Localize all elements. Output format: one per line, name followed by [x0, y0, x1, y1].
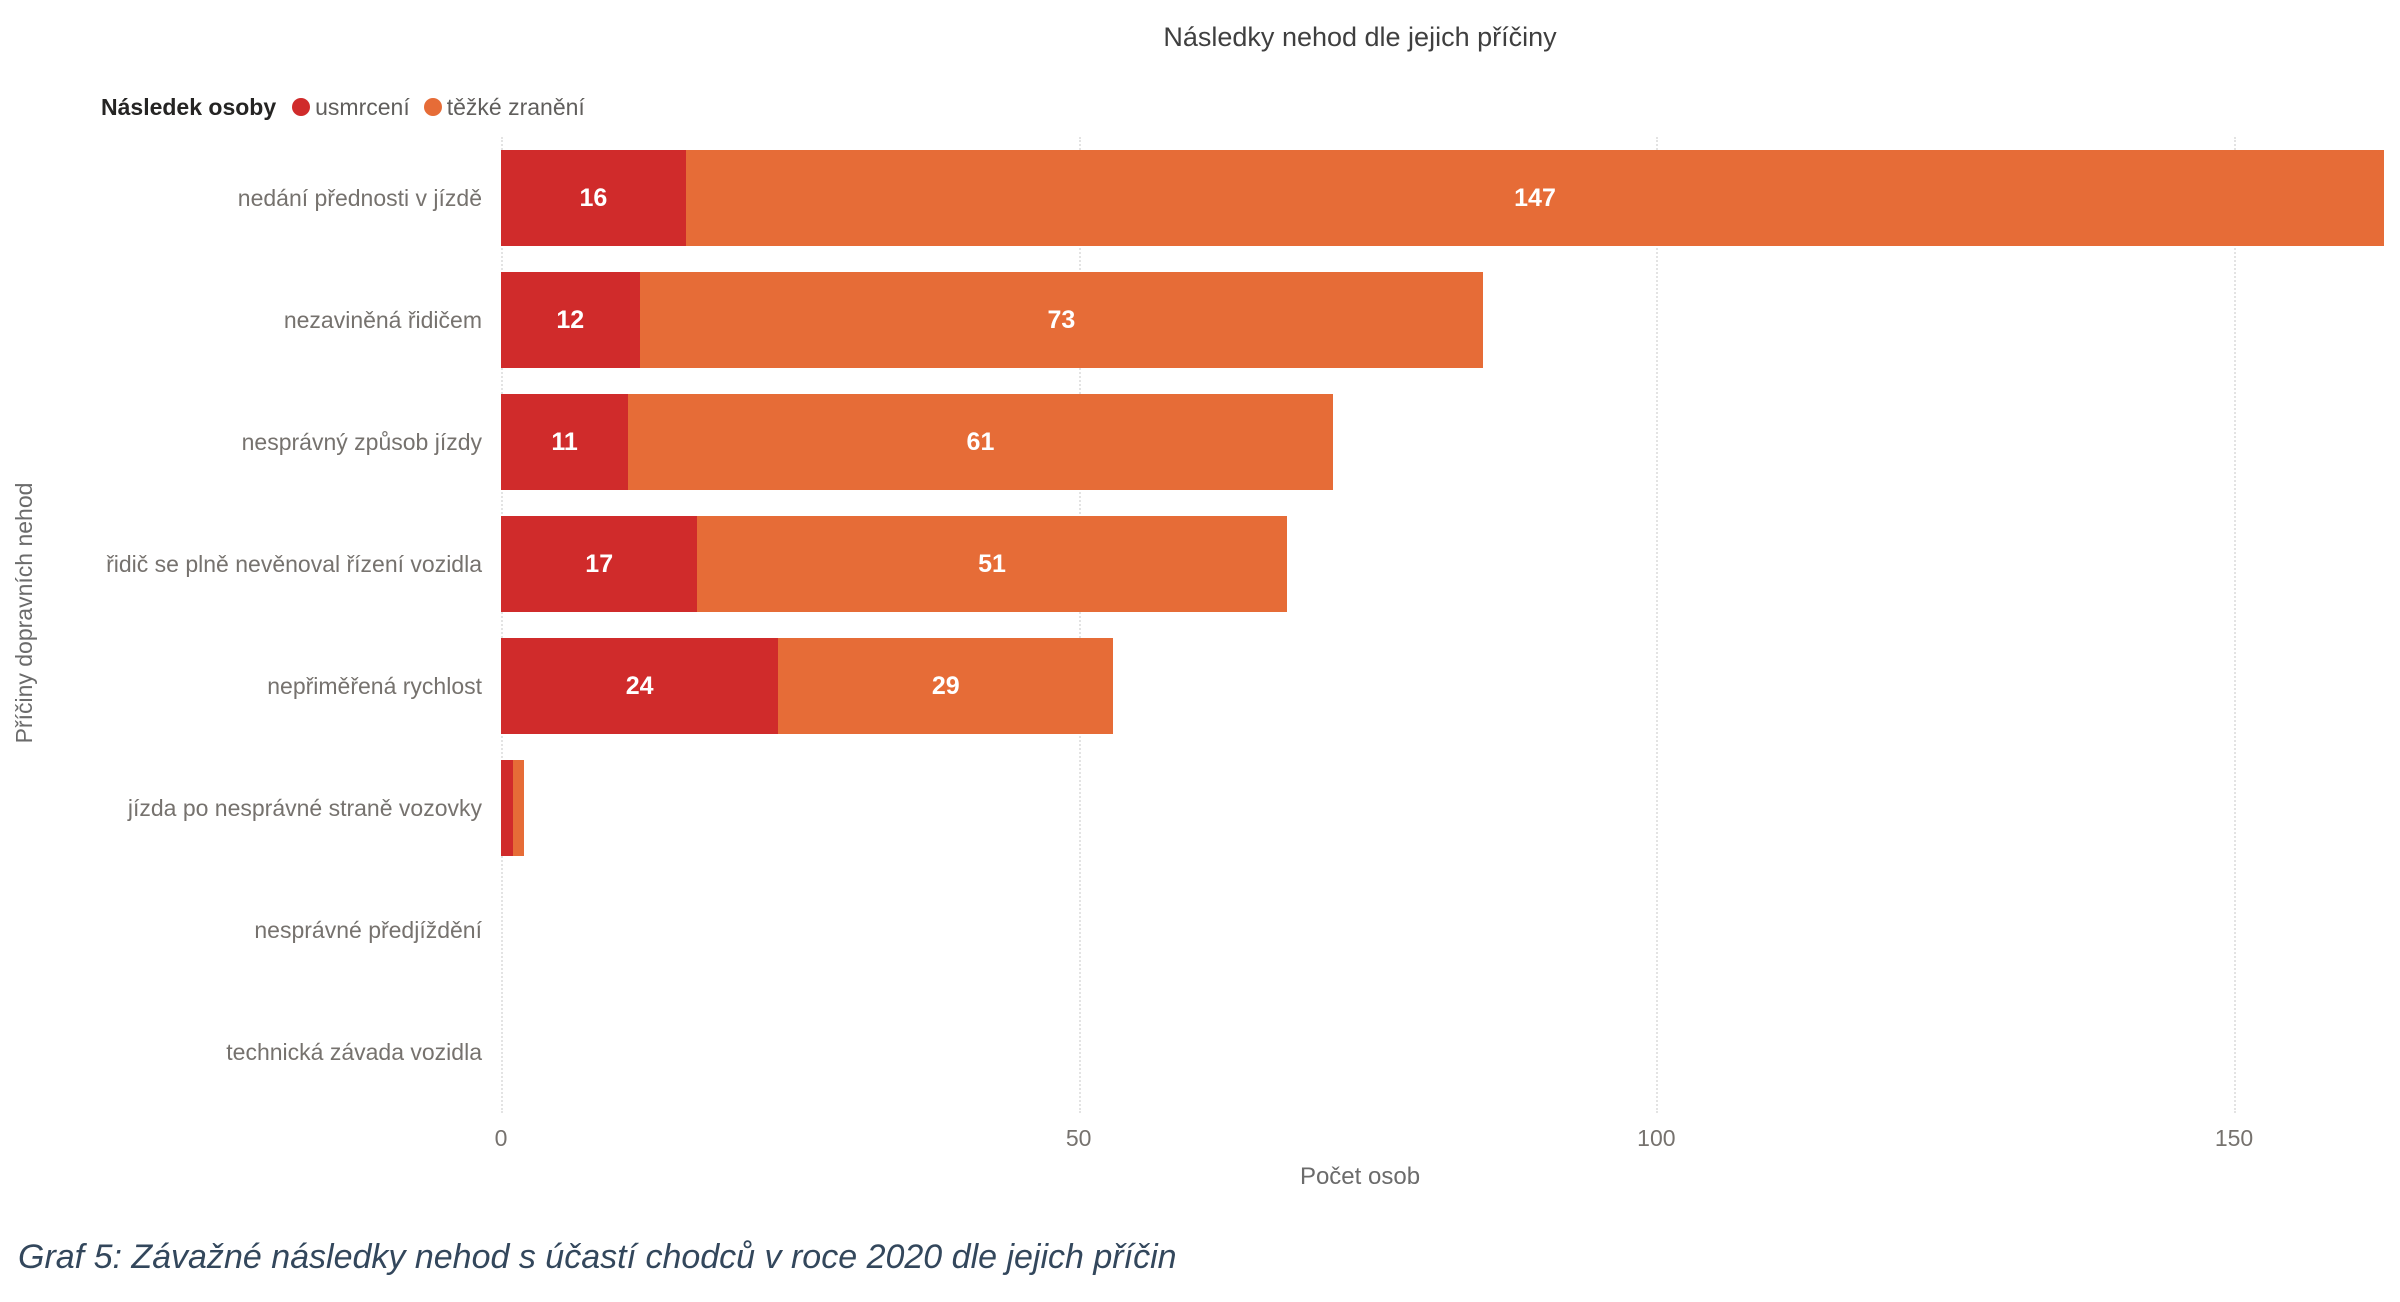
category-label: nesprávný způsob jízdy: [241, 428, 482, 455]
bar-segment-těžké-zranění[interactable]: 29: [778, 638, 1114, 734]
bar-value-label: 17: [585, 549, 614, 578]
chart-title: Následky nehod dle jejich příčiny: [1163, 22, 1557, 52]
legend: Následek osoby usmrcení těžké zranění: [101, 90, 599, 124]
bar-value-label: 24: [625, 671, 654, 700]
gridline: [1656, 137, 1659, 1113]
legend-item-tezke-zraneni[interactable]: těžké zranění: [423, 93, 585, 121]
x-tick-label: 150: [2214, 1125, 2254, 1151]
gridline: [2234, 137, 2237, 1113]
plot-area: 16 147 12 73 11 61 17 51 24 29: [501, 137, 2390, 1113]
category-label: nezaviněná řidičem: [283, 306, 482, 333]
legend-item-usmrceni[interactable]: usmrcení: [292, 94, 410, 121]
x-tick-label: 0: [494, 1125, 508, 1151]
bar-segment-usmrcení[interactable]: 11: [501, 394, 629, 490]
category-label: nepřiměřená rychlost: [267, 672, 482, 699]
bar-segment-těžké-zranění[interactable]: 51: [697, 516, 1287, 612]
x-tick-label: 50: [1065, 1125, 1092, 1151]
bar-segment-těžké-zranění[interactable]: 73: [639, 272, 1484, 368]
bar-value-label: 29: [931, 671, 960, 700]
bar-value-label: 73: [1047, 305, 1076, 334]
category-label: technická závada vozidla: [226, 1038, 482, 1065]
legend-title: Následek osoby: [101, 93, 277, 120]
gridline: [1078, 137, 1081, 1113]
bar-value-label: 147: [1514, 183, 1556, 212]
category-label: řidič se plně nevěnoval řízení vozidla: [106, 550, 482, 577]
bar-segment-těžké-zranění[interactable]: 61: [628, 394, 1333, 490]
category-label: nesprávné předjíždění: [254, 916, 482, 943]
bar-row: 24 29: [501, 638, 1114, 734]
bar-row: 16 147: [501, 150, 2385, 246]
x-axis-title: Počet osob: [1299, 1163, 1421, 1190]
series-color-dot-icon: [423, 98, 442, 116]
y-axis-category-labels: nedání přednosti v jízdě nezaviněná řidič…: [0, 137, 482, 1113]
bar-value-label: 12: [556, 305, 585, 334]
gridline: [501, 137, 503, 1113]
bar-segment-usmrcení[interactable]: 12: [501, 272, 640, 368]
bar-segment-usmrcení[interactable]: 16: [501, 150, 686, 246]
bar-value-label: 16: [579, 183, 608, 212]
bar-segment-usmrcení[interactable]: 24: [501, 638, 779, 734]
bar-row: 12 73: [501, 272, 1484, 368]
x-tick-label: 100: [1637, 1125, 1676, 1151]
bar-value-label: 51: [978, 549, 1006, 578]
series-color-dot-icon: [292, 98, 311, 116]
bar-value-label: 61: [966, 427, 995, 456]
legend-item-label: usmrcení: [315, 93, 410, 120]
category-label: nedání přednosti v jízdě: [237, 184, 482, 211]
bar-segment-těžké-zranění[interactable]: [512, 760, 525, 856]
bar-value-label: 11: [551, 427, 578, 456]
bar-segment-těžké-zranění[interactable]: 147: [685, 150, 2385, 246]
category-label: jízda po nesprávné straně vozovky: [127, 794, 482, 821]
bar-row: 17 51: [501, 516, 1287, 612]
bar-row: 11 61: [501, 394, 1333, 490]
bar-row: [501, 760, 525, 856]
x-axis-tick-labels: 0 50 100 150: [495, 1125, 2390, 1153]
legend-item-label: těžké zranění: [446, 93, 585, 120]
bar-segment-usmrcení[interactable]: [501, 760, 513, 856]
bar-segment-usmrcení[interactable]: 17: [501, 516, 698, 612]
figure-caption: Graf 5: Závažné následky nehod s účastí …: [18, 1238, 1177, 1276]
